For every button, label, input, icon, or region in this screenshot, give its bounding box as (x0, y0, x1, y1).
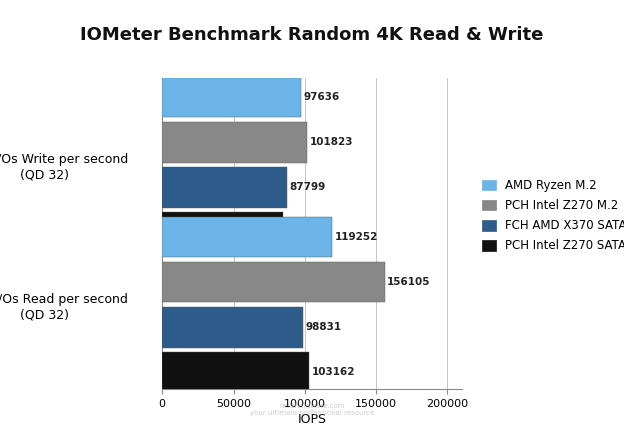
Text: 103162: 103162 (311, 368, 355, 378)
X-axis label: IOPS: IOPS (298, 413, 326, 426)
Bar (162, 122, 308, 162)
Bar (162, 217, 333, 257)
Text: 101823: 101823 (310, 137, 353, 147)
Text: nexthardware.com
your ultimate professional resource: nexthardware.com your ultimate professio… (250, 403, 374, 416)
Text: 119252: 119252 (334, 232, 378, 242)
Text: 84744: 84744 (285, 228, 322, 238)
Bar (162, 262, 385, 302)
Bar (162, 352, 310, 393)
Text: 98831: 98831 (305, 322, 341, 332)
Legend: AMD Ryzen M.2, PCH Intel Z270 M.2, FCH AMD X370 SATA, PCH Intel Z270 SATA: AMD Ryzen M.2, PCH Intel Z270 M.2, FCH A… (477, 175, 624, 257)
Bar (162, 307, 303, 348)
Text: 87799: 87799 (290, 182, 326, 192)
Text: IOMeter Benchmark Random 4K Read & Write: IOMeter Benchmark Random 4K Read & Write (80, 26, 544, 44)
Text: 156105: 156105 (387, 277, 431, 287)
Bar (162, 212, 283, 253)
Bar (162, 167, 288, 208)
Text: 97636: 97636 (304, 92, 340, 102)
Bar (162, 77, 301, 118)
